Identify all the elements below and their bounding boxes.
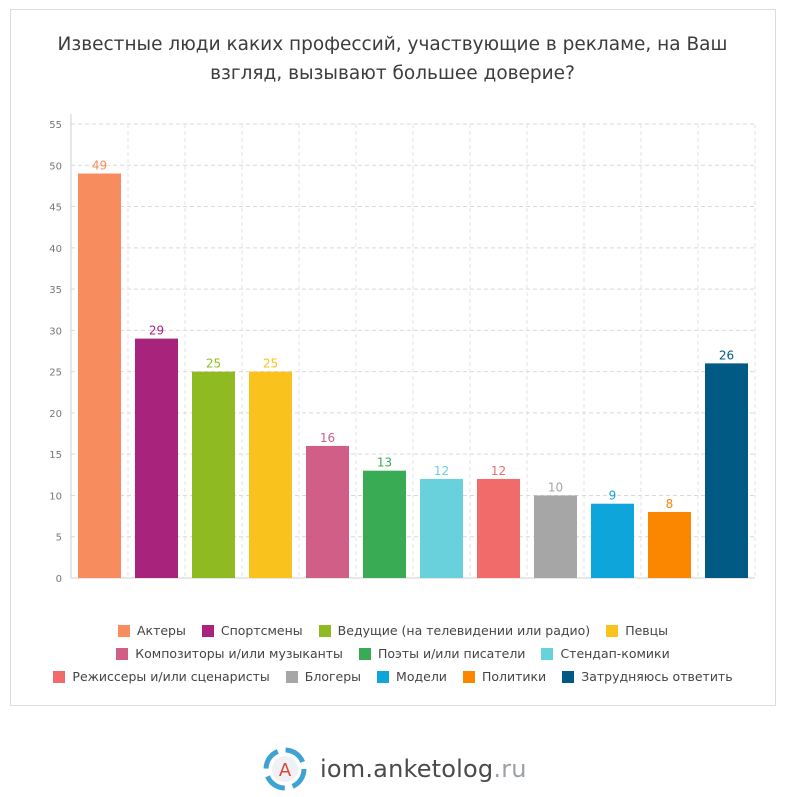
data-label: 8 xyxy=(666,497,674,511)
data-label: 26 xyxy=(719,348,734,362)
legend-label: Политики xyxy=(481,669,547,684)
legend-label: Блогеры xyxy=(304,669,362,684)
y-tick-label: 40 xyxy=(49,244,62,255)
legend-label: Певцы xyxy=(625,623,669,638)
legend-label: Режиссеры и/или сценаристы xyxy=(72,669,270,684)
y-tick-label: 45 xyxy=(49,203,62,214)
legend-label: Композиторы и/или музыканты xyxy=(135,646,343,661)
data-label: 10 xyxy=(548,480,563,494)
legend-row: Режиссеры и/или сценаристы Блогеры Модели П… xyxy=(20,665,766,688)
legend-item[interactable]: Затрудняюсь ответить xyxy=(562,669,733,684)
data-label: 25 xyxy=(206,357,221,371)
bar[interactable] xyxy=(705,363,748,578)
footer: A iom.anketolog.ru xyxy=(0,740,785,796)
legend-row: Композиторы и/или музыканты Поэты и/или п… xyxy=(20,642,766,665)
legend-swatch xyxy=(201,624,214,637)
legend-item[interactable]: Режиссеры и/или сценаристы xyxy=(53,669,270,684)
y-tick-label: 35 xyxy=(49,285,62,296)
legend-item[interactable]: Политики xyxy=(462,669,547,684)
bar[interactable] xyxy=(78,173,121,578)
bar-chart: 0 5 10 15 20 25 30 35 40 45 50 55 49 29 25 25 16 13 12 12 10… xyxy=(49,114,756,585)
data-label: 12 xyxy=(491,464,506,478)
legend-label: Затрудняюсь ответить xyxy=(581,669,733,684)
data-label: 9 xyxy=(609,489,617,503)
data-label: 12 xyxy=(434,464,449,478)
bar[interactable] xyxy=(477,478,520,578)
brand-name[interactable]: iom.anketolog.ru xyxy=(320,755,527,783)
legend-item[interactable]: Актеры xyxy=(117,623,186,638)
legend-swatch xyxy=(116,647,129,660)
y-tick-label: 10 xyxy=(49,491,62,502)
legend-item[interactable]: Композиторы и/или музыканты xyxy=(116,646,343,661)
logo-letter: A xyxy=(279,760,292,781)
y-tick-label: 20 xyxy=(49,409,62,420)
bar[interactable] xyxy=(249,371,292,578)
legend-swatch xyxy=(377,670,390,683)
legend-label: Поэты и/или писатели xyxy=(377,646,526,661)
data-label: 49 xyxy=(92,159,107,173)
legend-swatch xyxy=(318,624,331,637)
data-label: 13 xyxy=(377,456,392,470)
legend-item[interactable]: Стендап-комики xyxy=(541,646,670,661)
bar[interactable] xyxy=(135,338,178,578)
y-tick-label: 5 xyxy=(56,533,62,544)
anketolog-logo-icon: A xyxy=(263,747,307,791)
legend-swatch xyxy=(541,647,554,660)
legend-row: Актеры Спортсмены Ведущие (на телевидении … xyxy=(20,619,766,642)
data-label: 25 xyxy=(263,357,278,371)
bar[interactable] xyxy=(648,511,691,578)
y-tick-label: 0 xyxy=(56,574,62,585)
y-tick-label: 55 xyxy=(49,120,62,131)
legend-item[interactable]: Певцы xyxy=(606,623,668,638)
legend-label: Актеры xyxy=(136,623,186,638)
legend-swatch xyxy=(358,647,371,660)
chart-legend: Актеры Спортсмены Ведущие (на телевидении … xyxy=(20,619,766,688)
bar[interactable] xyxy=(420,478,463,578)
legend-label: Ведущие (на телевидении или радио) xyxy=(337,623,591,638)
bar[interactable] xyxy=(534,495,577,578)
y-tick-label: 25 xyxy=(49,368,62,379)
legend-swatch xyxy=(462,670,475,683)
bar[interactable] xyxy=(591,503,634,578)
chart-title: Известные люди каких профессий, участвую… xyxy=(57,34,728,84)
legend-swatch xyxy=(53,670,66,683)
y-tick-label: 15 xyxy=(49,450,62,461)
legend-swatch xyxy=(562,670,575,683)
legend-swatch xyxy=(606,624,619,637)
data-label: 16 xyxy=(320,431,335,445)
data-label: 29 xyxy=(149,324,164,338)
bar[interactable] xyxy=(192,371,235,578)
legend-item[interactable]: Поэты и/или писатели xyxy=(358,646,526,661)
brand-main: iom.anketolog xyxy=(320,755,494,783)
legend-item[interactable]: Блогеры xyxy=(285,669,362,684)
legend-swatch xyxy=(285,670,298,683)
legend-item[interactable]: Ведущие (на телевидении или радио) xyxy=(318,623,591,638)
y-tick-label: 50 xyxy=(49,161,62,172)
brand-tld: .ru xyxy=(493,755,527,783)
y-tick-label: 30 xyxy=(49,326,62,337)
bar[interactable] xyxy=(363,470,406,578)
legend-swatch xyxy=(117,624,130,637)
legend-label: Стендап-комики xyxy=(560,646,670,661)
legend-item[interactable]: Спортсмены xyxy=(201,623,303,638)
legend-label: Модели xyxy=(396,669,447,684)
legend-item[interactable]: Модели xyxy=(377,669,447,684)
legend-label: Спортсмены xyxy=(220,623,303,638)
bar[interactable] xyxy=(306,445,349,578)
